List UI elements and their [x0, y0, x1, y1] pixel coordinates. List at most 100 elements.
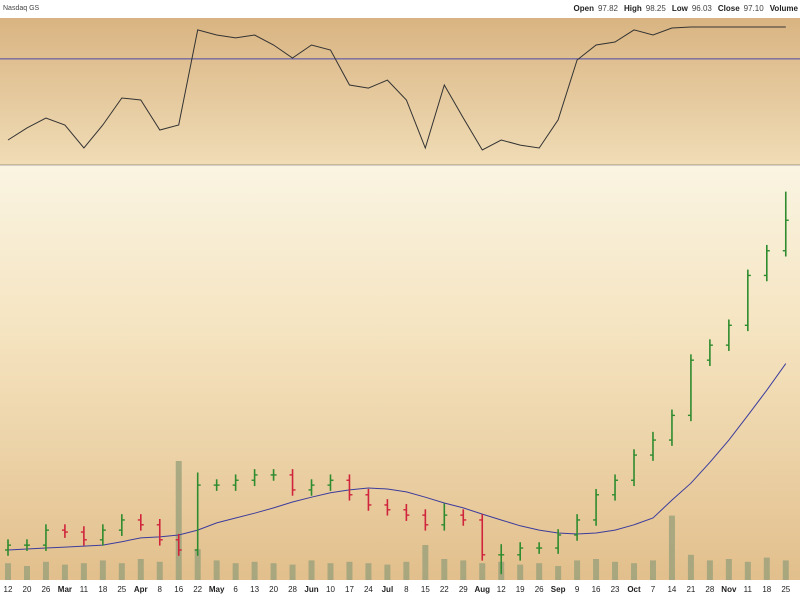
volume-bar [403, 561, 410, 580]
x-tick-label: 28 [288, 585, 297, 594]
volume-bar [763, 557, 770, 580]
quote-value: 96.03 [692, 4, 713, 13]
x-tick-label: 11 [80, 585, 89, 594]
x-tick-label: 7 [651, 585, 656, 594]
volume-bar [175, 461, 182, 580]
volume-bar [327, 563, 334, 580]
x-tick-label: 15 [421, 585, 430, 594]
x-tick-label: 22 [440, 585, 449, 594]
volume-bar [80, 563, 87, 580]
volume-bar [706, 560, 713, 580]
indicator-panel [0, 18, 800, 165]
indicator-line [7, 26, 786, 151]
volume-bar [213, 560, 220, 580]
quote-label: Close [718, 4, 740, 13]
volume-bar [782, 560, 789, 580]
x-tick-label: Sep [551, 585, 566, 594]
volume-bar [612, 561, 619, 580]
x-tick-label: 25 [781, 585, 790, 594]
quote-label: Volume [770, 4, 799, 13]
x-tick-label: 10 [326, 585, 335, 594]
volume-bar [194, 549, 201, 580]
x-tick-label: 14 [667, 585, 676, 594]
quote-value: 97.82 [598, 4, 619, 13]
x-tick-label: 11 [744, 585, 753, 594]
quote-value: 98.25 [646, 4, 667, 13]
x-tick-label: 20 [23, 585, 32, 594]
volume-bar [725, 559, 732, 580]
moving-average [7, 363, 787, 551]
x-tick-label: 24 [364, 585, 373, 594]
quote-label: Low [672, 4, 689, 13]
x-tick-label: Apr [134, 585, 148, 594]
x-tick-label: 18 [98, 585, 107, 594]
volume-bar [346, 561, 353, 580]
x-tick-label: Jul [382, 585, 394, 594]
volume-bar [441, 559, 448, 580]
volume-bar [574, 560, 581, 580]
volume-bar [99, 560, 106, 580]
volume-bar [460, 560, 467, 580]
volume-bar [744, 561, 751, 580]
volume-bar [593, 559, 600, 580]
x-tick-label: 28 [705, 585, 714, 594]
volume-bar [118, 563, 125, 580]
volume-bar [649, 560, 656, 580]
x-tick-label: 16 [592, 585, 601, 594]
quote-label: Open [574, 4, 595, 13]
x-tick-label: 29 [459, 585, 468, 594]
x-tick-label: 18 [762, 585, 771, 594]
x-axis-strip [0, 580, 800, 600]
price-panel [0, 166, 800, 580]
quote-value: 97.10 [744, 4, 765, 13]
x-tick-label: 12 [497, 585, 506, 594]
x-tick-label: Mar [58, 585, 72, 594]
header-bar [0, 0, 800, 18]
volume-bar [422, 545, 429, 580]
x-tick-label: 16 [174, 585, 183, 594]
volume-bar [5, 563, 11, 580]
x-tick-label: 8 [158, 585, 163, 594]
volume-bar [365, 563, 372, 580]
x-tick-label: 22 [193, 585, 202, 594]
x-tick-label: 26 [41, 585, 50, 594]
volume-bar [687, 554, 694, 580]
volume-bar [270, 563, 277, 580]
volume-bar [517, 564, 524, 580]
volume-bar [289, 564, 296, 580]
x-tick-label: Jun [304, 585, 318, 594]
x-tick-label: Nov [721, 585, 737, 594]
x-tick-label: 21 [686, 585, 695, 594]
x-tick-label: 6 [233, 585, 238, 594]
volume-bar [42, 561, 49, 580]
volume-bar [156, 561, 163, 580]
volume-bar [555, 566, 562, 580]
x-tick-label: Aug [474, 585, 490, 594]
x-tick-label: 17 [345, 585, 354, 594]
volume-bar [61, 564, 68, 580]
volume-bar [536, 563, 543, 580]
x-tick-label: 8 [404, 585, 409, 594]
x-tick-label: 12 [4, 585, 13, 594]
x-tick-label: 26 [535, 585, 544, 594]
volume-bar [137, 559, 144, 580]
x-tick-label: May [209, 585, 225, 594]
x-tick-label: Oct [627, 585, 641, 594]
x-tick-label: 13 [250, 585, 259, 594]
volume-bar [384, 564, 391, 580]
volume-bar [23, 566, 30, 580]
x-tick-label: 25 [117, 585, 126, 594]
volume-bar [308, 560, 315, 580]
exchange: Nasdaq GS [3, 5, 40, 12]
x-tick-label: 23 [611, 585, 620, 594]
quote-label: High [624, 4, 642, 13]
x-tick-label: 9 [575, 585, 580, 594]
x-tick-label: 20 [269, 585, 278, 594]
volume-bar [668, 515, 675, 580]
x-tick-label: 19 [516, 585, 525, 594]
volume-bar [479, 563, 486, 580]
volume-bar [631, 563, 638, 580]
volume-bar [251, 561, 258, 580]
volume-bar [232, 563, 239, 580]
